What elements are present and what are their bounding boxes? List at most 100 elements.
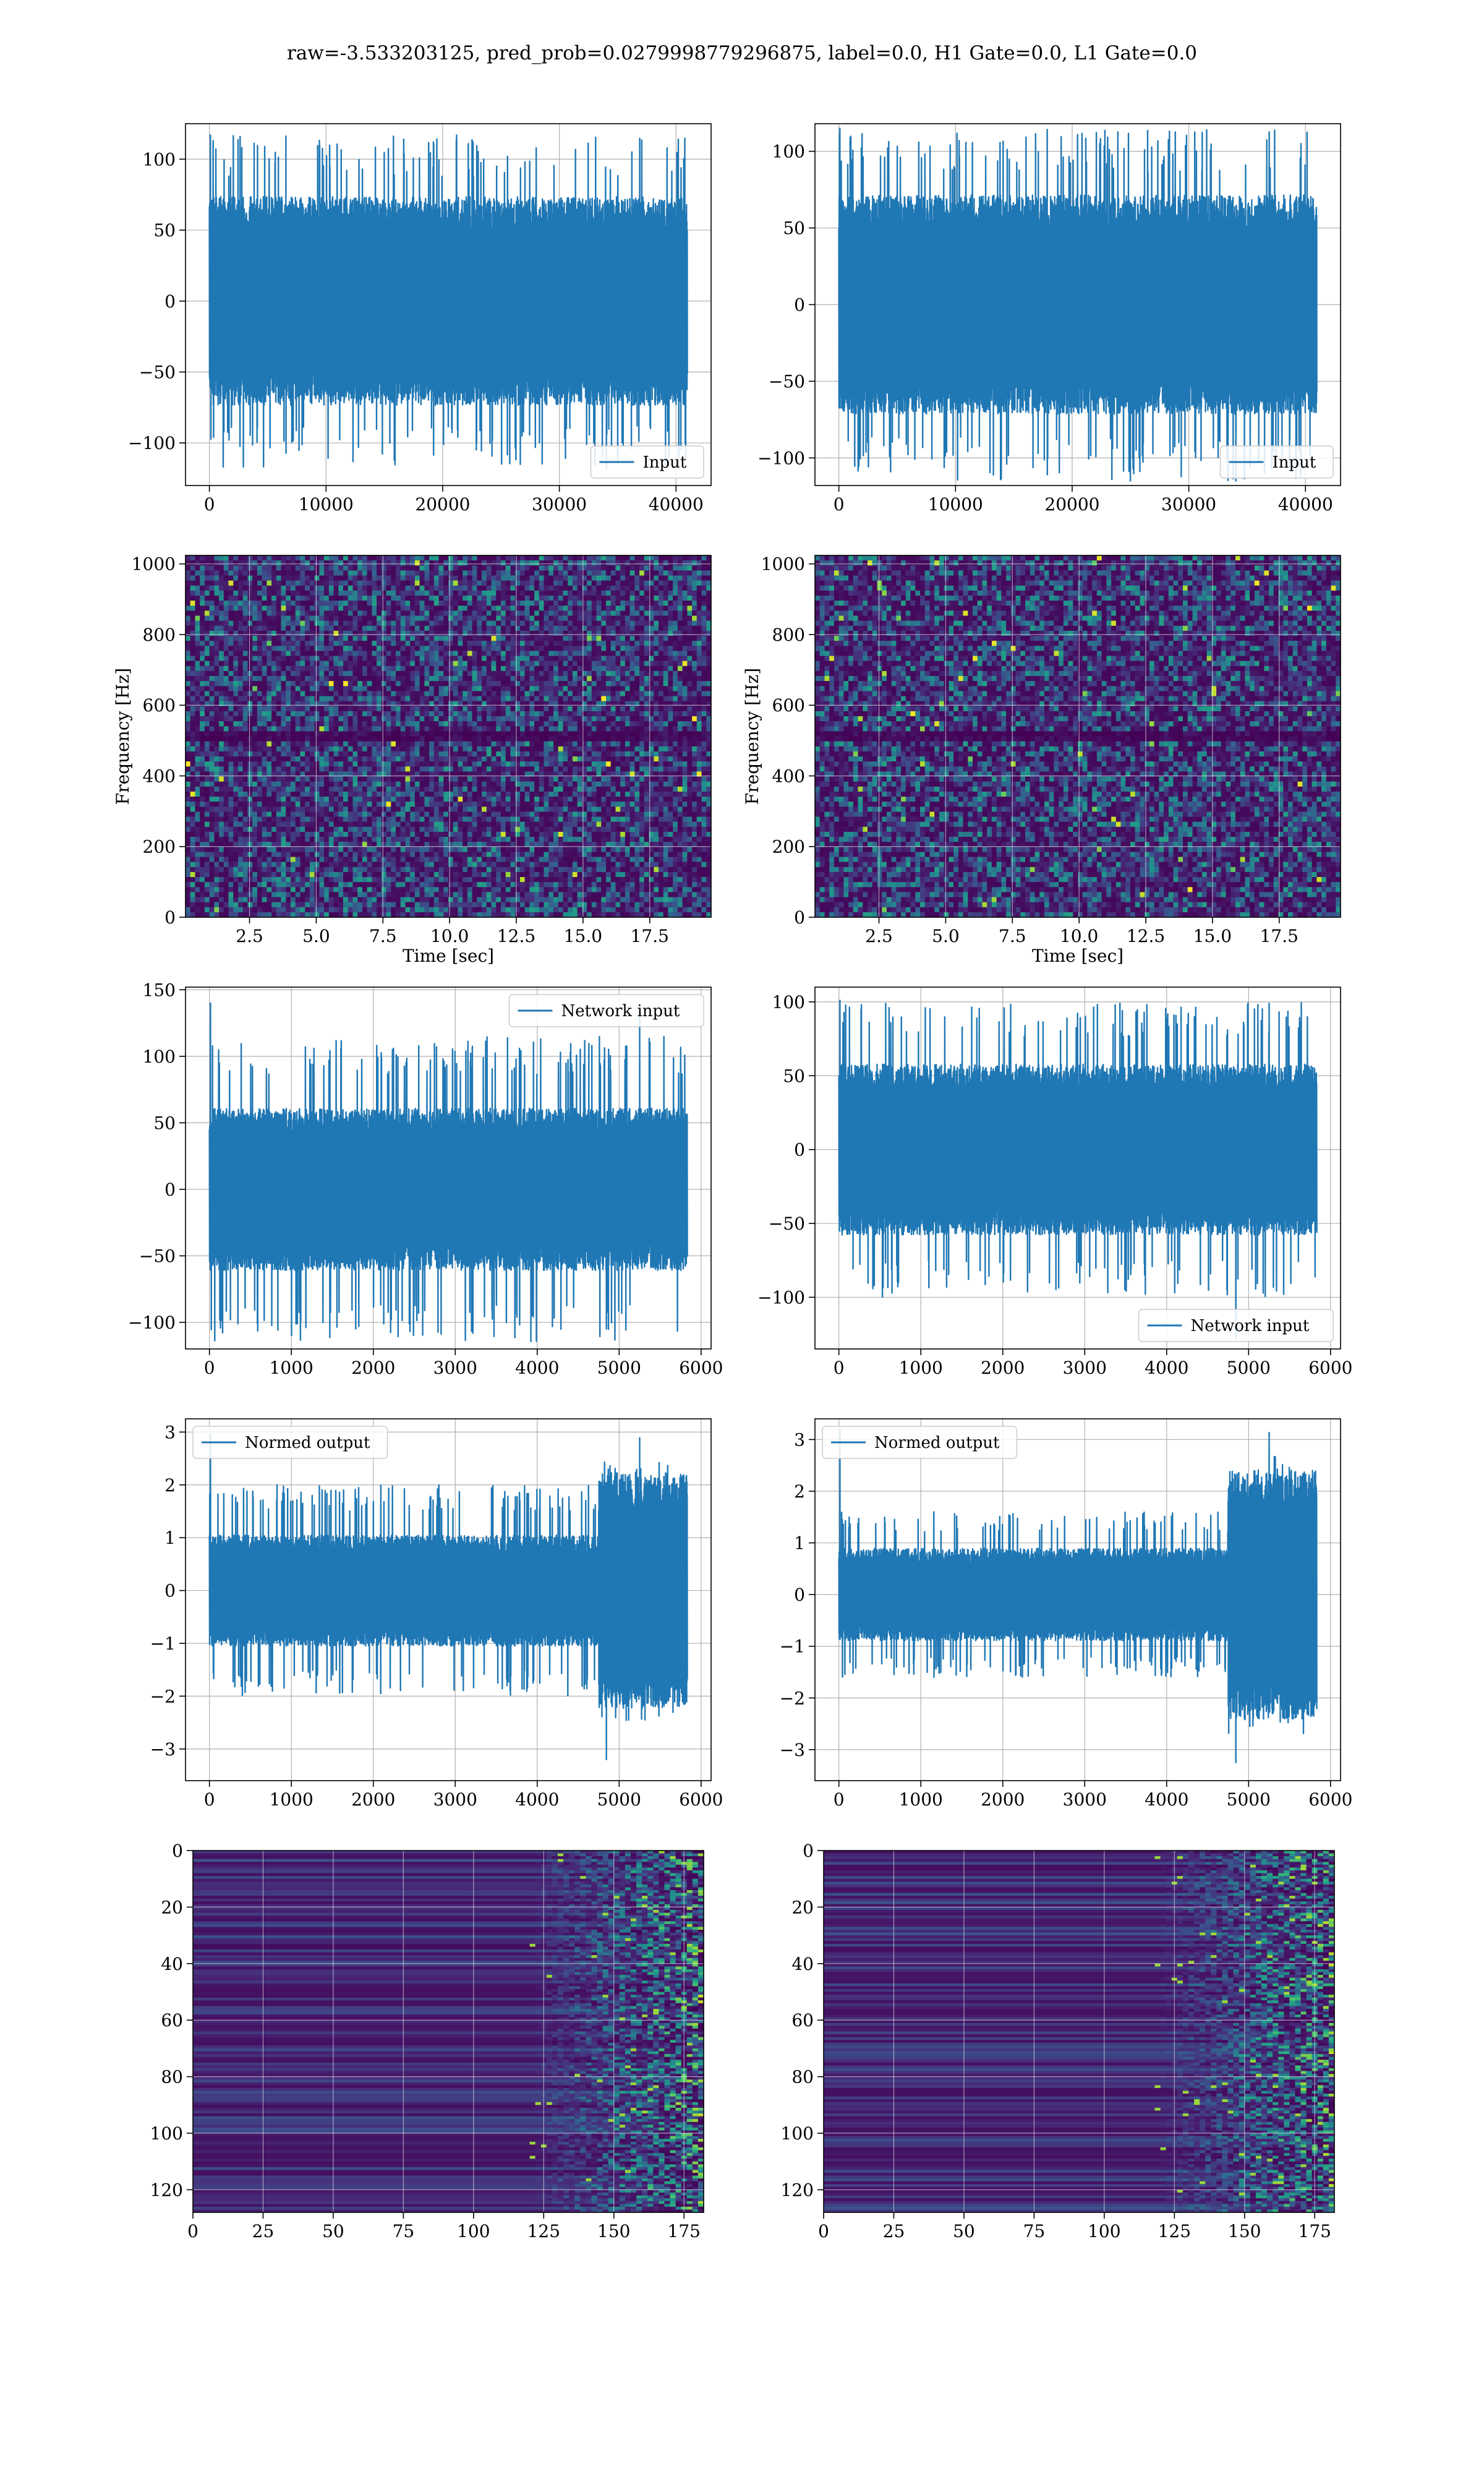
spectrogram-h1-cell: [582, 585, 587, 591]
spectrogram-h1-cell: [247, 575, 253, 581]
spectrogram-h1-cell: [505, 676, 511, 682]
spectrogram-h1-cell: [482, 580, 487, 586]
spectrogram-h1-cell: [190, 706, 195, 712]
spectrogram-h1-cell: [186, 731, 191, 737]
spectrogram-h1-cell: [591, 560, 597, 566]
spectrogram-h1-cell: [496, 590, 501, 596]
spectrogram-h1-cell: [319, 741, 325, 747]
spectrogram-h1-cell: [324, 656, 330, 662]
spectrogram-h1-cell: [405, 741, 411, 747]
spectrogram-h1-cell: [558, 766, 563, 772]
spectrogram-h1-cell: [472, 731, 477, 737]
spectrogram-h1-cell: [482, 641, 487, 646]
spectrogram-h1-cell: [696, 771, 702, 777]
spectrogram-h1-cell: [400, 676, 406, 682]
spectrogram-h1-cell: [591, 610, 597, 617]
spectrogram-h1-cell: [544, 555, 549, 561]
spectrogram-h1-cell: [438, 625, 444, 631]
spectrogram-h1-cell: [429, 771, 435, 777]
spectrogram-h1-cell: [410, 736, 416, 742]
spectrogram-h1-cell: [309, 726, 315, 732]
spectrogram-h1-cell: [338, 601, 344, 606]
spectrogram-h1-cell: [591, 681, 597, 687]
spectrogram-h1-cell: [677, 630, 683, 636]
spectrogram-h1-cell: [620, 641, 626, 646]
spectrogram-h1-cell: [209, 756, 215, 762]
spectrogram-h1-cell: [539, 711, 545, 717]
spectrogram-h1-cell: [692, 641, 697, 646]
spectrogram-h1-cell: [505, 620, 511, 627]
spectrogram-h1-cell: [377, 610, 382, 617]
spectrogram-h1-cell: [238, 555, 244, 561]
spectrogram-h1-cell: [338, 676, 344, 682]
spectrogram-h1-cell: [200, 731, 205, 737]
spectrogram-h1-cell: [615, 666, 621, 672]
spectrogram-h1-cell: [682, 580, 688, 586]
spectrogram-h1-cell: [186, 625, 191, 631]
spectrogram-h1-cell: [433, 681, 440, 687]
spectrogram-h1-cell: [252, 766, 258, 772]
spectrogram-h1-cell: [314, 625, 320, 631]
spectrogram-h1-cell: [324, 746, 330, 752]
spectrogram-h1-cell: [305, 610, 310, 617]
spectrogram-h1-cell: [577, 661, 582, 667]
spectrogram-h1-cell: [577, 761, 582, 767]
spectrogram-h1-cell: [486, 575, 492, 581]
spectrogram-h1-cell: [324, 615, 330, 622]
spectrogram-h1-cell: [692, 701, 697, 707]
spectrogram-h1-cell: [582, 691, 587, 697]
spectrogram-h1-cell: [644, 651, 650, 657]
spectrogram-h1-cell: [663, 746, 668, 752]
spectrogram-h1-cell: [477, 756, 482, 762]
spectrogram-h1-cell: [200, 756, 205, 762]
spectrogram-h1-cell: [534, 701, 540, 707]
spectrogram-h1-cell: [482, 651, 487, 657]
spectrogram-h1-cell: [615, 711, 621, 717]
spectrogram-h1-cell: [529, 610, 535, 617]
spectrogram-h1-cell: [400, 666, 406, 672]
spectrogram-h1-cell: [319, 771, 325, 777]
spectrogram-h1-cell: [228, 610, 234, 617]
spectrogram-h1-cell: [472, 761, 477, 767]
spectrogram-h1-cell: [443, 651, 449, 657]
spectrogram-h1-cell: [286, 686, 291, 691]
spectrogram-h1-cell: [659, 656, 664, 662]
spectrogram-h1-cell: [343, 711, 349, 717]
spectrogram-h1-cell: [682, 721, 688, 727]
spectrogram-h1-cell: [687, 666, 693, 672]
spectrogram-h1-cell: [414, 691, 420, 697]
spectrogram-h1-cell: [668, 746, 673, 752]
spectrogram-h1-cell: [419, 646, 425, 651]
spectrogram-h1-cell: [558, 575, 563, 581]
spectrogram-h1-cell: [673, 610, 678, 617]
spectrogram-h1-cell: [706, 610, 711, 617]
spectrogram-h1-cell: [391, 746, 396, 752]
spectrogram-h1-cell: [696, 696, 702, 702]
spectrogram-h1-cell: [400, 596, 406, 601]
spectrogram-h1-cell: [195, 590, 200, 596]
spectrogram-h1-cell: [692, 751, 697, 757]
spectrogram-h1-cell: [242, 636, 248, 641]
spectrogram-h1-cell: [496, 580, 501, 586]
spectrogram-h1-cell: [577, 601, 582, 606]
spectrogram-h1-cell: [276, 746, 282, 752]
spectrogram-h1-cell: [291, 670, 296, 677]
spectrogram-h1-cell: [601, 716, 607, 722]
spectrogram-h1-cell: [629, 716, 635, 722]
spectrogram-h1-cell: [587, 580, 592, 586]
spectrogram-h1-cell: [659, 601, 664, 606]
spectrogram-h1-cell: [305, 721, 310, 727]
spectrogram-h1-cell: [414, 696, 420, 702]
spectrogram-h1-cell: [381, 776, 387, 782]
spectrogram-h1-cell: [572, 596, 578, 601]
spectrogram-h1-cell: [634, 636, 640, 641]
spectrogram-h1-cell: [391, 686, 396, 691]
spectrogram-h1-cell: [615, 651, 621, 657]
spectrogram-h1-cell: [438, 630, 444, 636]
spectrogram-h1-cell: [214, 766, 220, 772]
spectrogram-h1-cell: [606, 756, 612, 762]
spectrogram-h1-cell: [534, 771, 540, 777]
spectrogram-h1-cell: [300, 771, 305, 777]
spectrogram-h1-cell: [587, 596, 592, 601]
spectrogram-h1-cell: [195, 585, 200, 591]
